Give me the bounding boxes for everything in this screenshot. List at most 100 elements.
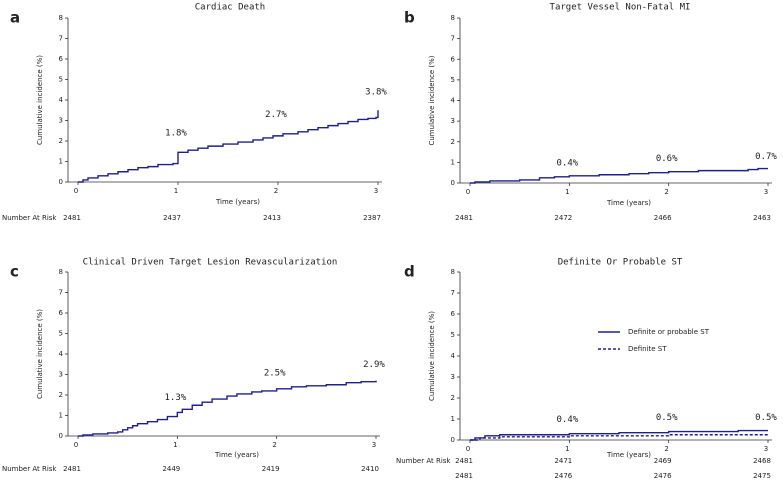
y-tick-label: 4 <box>451 97 456 105</box>
panel: c Clinical Driven Target Lesion Revascula… <box>2 258 385 474</box>
panel: b Target Vessel Non-Fatal MI 0 1 2 3 4 5 6 7 8 0 1 2 3… <box>404 3 777 223</box>
y-tick-label: 6 <box>59 309 64 317</box>
y-tick-label: 5 <box>59 76 63 84</box>
y-tick-label: 5 <box>451 331 455 339</box>
risk-label: Number At Risk <box>2 465 57 473</box>
at-risk-count: 2481 <box>455 472 473 480</box>
y-axis-label: Cumulative incidence (%) <box>36 55 44 145</box>
at-risk-count: 2413 <box>263 214 281 222</box>
x-tick-label: 2 <box>272 441 276 449</box>
incidence-curve <box>78 380 377 437</box>
chart-title: Cardiac Death <box>195 3 265 13</box>
risk-label: Number At Risk <box>396 457 451 465</box>
y-tick-label: 2 <box>451 394 455 402</box>
y-tick-label: 2 <box>59 137 63 145</box>
y-tick-label: 0 <box>451 179 455 187</box>
y-tick-label: 1 <box>59 158 63 166</box>
x-tick-label: 3 <box>374 187 378 195</box>
annotation: 2.5% <box>264 368 286 378</box>
annotation: 3.8% <box>365 88 387 98</box>
at-risk-count: 2481 <box>455 214 473 222</box>
y-tick-label: 4 <box>59 350 64 358</box>
chart-title: Target Vessel Non-Fatal MI <box>550 3 691 13</box>
y-tick-label: 3 <box>451 117 455 125</box>
y-tick-label: 7 <box>59 35 63 43</box>
at-risk-count: 2469 <box>654 457 672 465</box>
y-tick-label: 4 <box>451 352 456 360</box>
x-tick-label: 3 <box>764 445 768 453</box>
at-risk-count: 2471 <box>554 457 572 465</box>
annotation: 2.7% <box>265 110 287 120</box>
x-tick-label: 1 <box>174 187 178 195</box>
x-axis-label: Time (years) <box>606 199 651 207</box>
x-tick-label: 3 <box>764 188 768 196</box>
at-risk-count: 2476 <box>554 472 572 480</box>
y-tick-label: 4 <box>59 96 64 104</box>
y-tick-label: 7 <box>59 289 63 297</box>
y-tick-label: 3 <box>59 117 63 125</box>
y-tick-label: 5 <box>59 330 63 338</box>
annotation: 0.4% <box>556 415 578 425</box>
panel-label: a <box>10 9 20 27</box>
x-tick-label: 2 <box>664 188 668 196</box>
y-tick-label: 8 <box>451 14 455 22</box>
legend-label: Definite ST <box>628 345 667 353</box>
y-tick-label: 3 <box>451 373 455 381</box>
x-tick-label: 0 <box>74 441 78 449</box>
incidence-curve <box>470 429 768 441</box>
at-risk-count: 2466 <box>654 214 672 222</box>
at-risk-count: 2481 <box>63 465 81 473</box>
annotation: 2.9% <box>363 360 385 370</box>
at-risk-count: 2475 <box>753 472 771 480</box>
x-tick-label: 3 <box>372 441 376 449</box>
at-risk-count: 2463 <box>753 214 771 222</box>
x-tick-label: 1 <box>173 441 177 449</box>
panel-label: d <box>404 263 415 281</box>
annotation: 1.8% <box>165 129 187 139</box>
y-tick-label: 2 <box>451 138 455 146</box>
chart-title: Clinical Driven Target Lesion Revascular… <box>83 258 338 268</box>
at-risk-count: 2481 <box>63 214 81 222</box>
x-tick-label: 0 <box>466 188 470 196</box>
incidence-curve <box>78 110 379 183</box>
x-tick-label: 2 <box>664 445 668 453</box>
annotation: 1.3% <box>164 393 186 403</box>
y-axis-label: Cumulative incidence (%) <box>428 311 436 401</box>
y-tick-label: 2 <box>59 391 63 399</box>
annotation: 0.4% <box>556 158 578 168</box>
y-tick-label: 5 <box>451 76 455 84</box>
y-tick-label: 1 <box>451 415 455 423</box>
at-risk-count: 2476 <box>654 472 672 480</box>
annotation: 0.6% <box>656 154 678 164</box>
x-tick-label: 0 <box>74 187 78 195</box>
at-risk-count: 2387 <box>363 214 381 222</box>
y-tick-label: 7 <box>451 289 455 297</box>
at-risk-count: 2468 <box>753 457 771 465</box>
panel-label: b <box>404 9 415 27</box>
annotation: 0.7% <box>755 152 777 162</box>
y-tick-label: 8 <box>59 14 63 22</box>
annotation: 0.5% <box>656 413 678 423</box>
at-risk-count: 2410 <box>361 465 379 473</box>
x-axis-label: Time (years) <box>214 451 259 459</box>
y-tick-label: 6 <box>451 55 456 63</box>
x-tick-label: 2 <box>274 187 278 195</box>
y-tick-label: 1 <box>59 412 63 420</box>
x-tick-label: 1 <box>565 188 569 196</box>
at-risk-count: 2481 <box>455 457 473 465</box>
panel: a Cardiac Death 0 1 2 3 4 5 6 7 8 0 1 2 3 Time (years) C… <box>2 3 387 223</box>
y-tick-label: 8 <box>451 268 455 276</box>
y-tick-label: 6 <box>451 310 456 318</box>
x-axis-label: Time (years) <box>215 198 260 206</box>
y-tick-label: 7 <box>451 35 455 43</box>
at-risk-count: 2437 <box>163 214 181 222</box>
at-risk-count: 2449 <box>162 465 180 473</box>
panel: d Definite Or Probable ST 0 1 2 3 4 5 6 7 8 0 1 2 3 Tim… <box>396 258 777 480</box>
annotation: 0.5% <box>755 413 777 423</box>
chart-title: Definite Or Probable ST <box>558 258 683 268</box>
y-tick-label: 8 <box>59 268 63 276</box>
legend-label: Definite or probable ST <box>628 328 710 336</box>
y-tick-label: 0 <box>59 432 63 440</box>
y-tick-label: 0 <box>451 436 455 444</box>
